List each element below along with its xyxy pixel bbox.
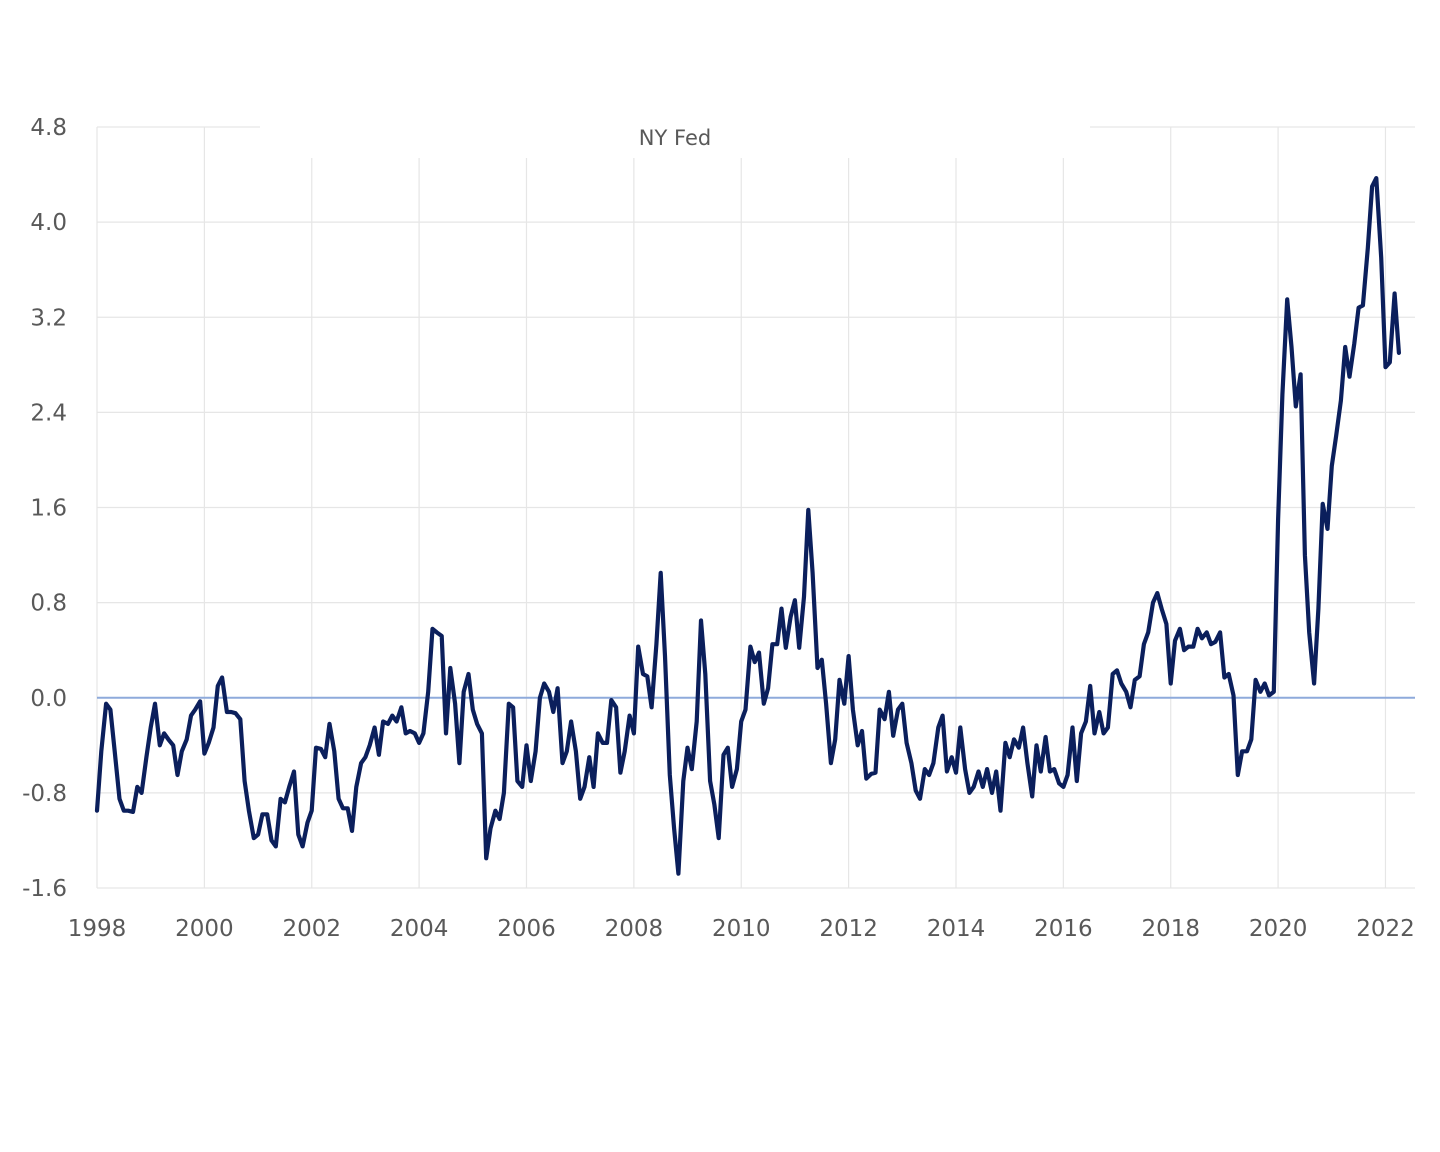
- x-tick-label: 2020: [1249, 916, 1308, 942]
- y-tick-label: -1.6: [22, 876, 67, 902]
- x-tick-label: 2006: [497, 916, 556, 942]
- y-tick-label: 0.8: [30, 591, 67, 617]
- x-tick-label: 2008: [605, 916, 664, 942]
- x-tick-label: 2000: [175, 916, 234, 942]
- x-tick-label: 2022: [1356, 916, 1415, 942]
- chart-title: NY Fed: [639, 126, 711, 150]
- series-line: [94, 176, 1401, 876]
- y-tick-label: 1.6: [30, 496, 67, 522]
- x-tick-label: 2014: [927, 916, 986, 942]
- x-tick-label: 2012: [819, 916, 878, 942]
- y-tick-label: 0.0: [30, 686, 67, 712]
- y-axis-ticks: 4.8 4.0 3.2 2.4 1.6 0.8 0.0 -0.8 -1.6: [22, 115, 67, 902]
- series-group: [94, 176, 1401, 876]
- title-backdrop: [260, 118, 1090, 158]
- y-tick-label: 4.0: [30, 210, 67, 236]
- x-tick-label: 2018: [1141, 916, 1200, 942]
- x-tick-label: 2010: [712, 916, 771, 942]
- x-tick-label: 1998: [68, 916, 127, 942]
- x-tick-label: 2016: [1034, 916, 1093, 942]
- y-tick-label: 4.8: [30, 115, 67, 141]
- x-tick-label: 2004: [390, 916, 449, 942]
- y-tick-label: 2.4: [30, 400, 67, 426]
- y-tick-label: -0.8: [22, 781, 67, 807]
- x-axis-ticks: 1998 2000 2002 2004 2006 2008 2010 2012 2014 2016…: [68, 916, 1415, 942]
- x-tick-label: 2002: [282, 916, 341, 942]
- y-tick-label: 3.2: [30, 305, 67, 331]
